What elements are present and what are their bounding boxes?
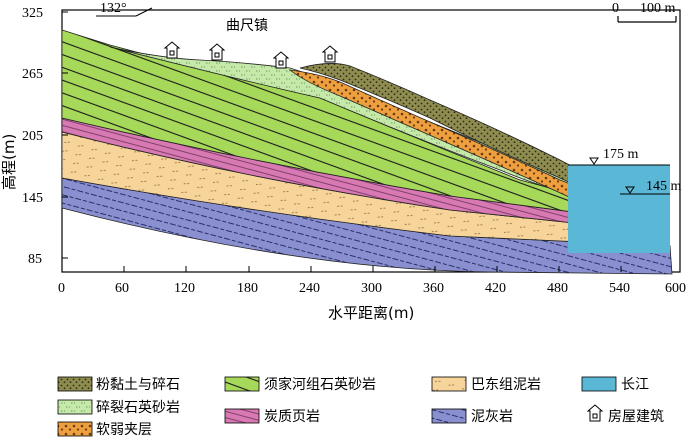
legend-label: 房屋建筑 <box>608 409 664 425</box>
x-tick-label: 360 <box>423 281 444 296</box>
x-tick-label: 540 <box>609 281 630 296</box>
y-tick-label: 325 <box>22 6 43 21</box>
water-level-175-marker <box>589 157 599 165</box>
house-icon <box>208 43 226 61</box>
water-level-175-label: 175 m <box>603 147 639 162</box>
x-tick-label: 120 <box>174 281 195 296</box>
legend-label: 须家河组石英砂岩 <box>264 376 376 393</box>
legend-swatch-marlstone <box>431 408 467 424</box>
legend-label: 炭质页岩 <box>264 409 320 425</box>
x-tick-label: 480 <box>547 281 568 296</box>
water-level-145-marker <box>625 186 635 194</box>
house-icon <box>163 41 181 59</box>
legend-swatch-soil-gravel <box>57 376 93 392</box>
orientation-label: 132° <box>100 1 127 16</box>
house-icons <box>163 41 339 69</box>
legend-label: 粉黏土与碎石 <box>96 377 180 393</box>
x-tick-label: 180 <box>237 281 258 296</box>
y-axis-title: 高程(m) <box>0 134 18 190</box>
legend-swatch-weak-interlayer <box>57 421 93 437</box>
legend-swatch-yangtze <box>581 376 617 392</box>
x-axis: 0 60 120 180 240 300 360 420 480 540 600… <box>58 266 686 322</box>
legend-swatch-cracked-sandstone <box>57 399 93 415</box>
legend-label: 巴东组泥岩 <box>471 377 541 393</box>
legend-label: 长江 <box>621 377 649 393</box>
house-icon <box>321 45 339 63</box>
legend-label: 碎裂石英砂岩 <box>96 399 180 416</box>
scale-bar-end: 100 m <box>640 1 676 16</box>
scale-bar-start: 0 <box>612 1 619 16</box>
y-tick-label: 85 <box>28 252 42 267</box>
x-axis-title: 水平距离(m) <box>328 304 414 322</box>
legend-house-icon <box>586 404 604 422</box>
yangtze-water-body <box>568 165 670 253</box>
y-tick-label: 145 <box>22 191 43 206</box>
legend-swatch-carbonaceous-shale <box>224 408 260 424</box>
town-label: 曲尺镇 <box>226 18 268 34</box>
scale-bar: 0 100 m <box>612 1 677 23</box>
legend-swatch-badong <box>431 376 467 392</box>
house-icon <box>272 51 290 69</box>
x-tick-label: 60 <box>115 281 129 296</box>
orientation-indicator: 132° <box>96 1 153 17</box>
legend-label: 泥灰岩 <box>471 409 513 425</box>
legend-swatch-xujiahe <box>224 376 260 392</box>
y-tick-label: 205 <box>22 129 43 144</box>
x-tick-label: 240 <box>299 281 320 296</box>
y-axis: 325 265 205 145 85 高程(m) <box>0 6 68 267</box>
x-tick-label: 600 <box>665 281 686 296</box>
x-tick-label: 300 <box>361 281 382 296</box>
x-tick-label: 0 <box>58 281 65 296</box>
legend-label: 软弱夹层 <box>96 422 152 438</box>
y-tick-label: 265 <box>22 67 43 82</box>
water-level-145-label: 145 m <box>646 179 682 194</box>
x-tick-label: 420 <box>485 281 506 296</box>
legend: 粉黏土与碎石 碎裂石英砂岩 软弱夹层 须家河组石英砂岩 炭质页岩 巴东组泥岩 泥… <box>57 376 664 438</box>
